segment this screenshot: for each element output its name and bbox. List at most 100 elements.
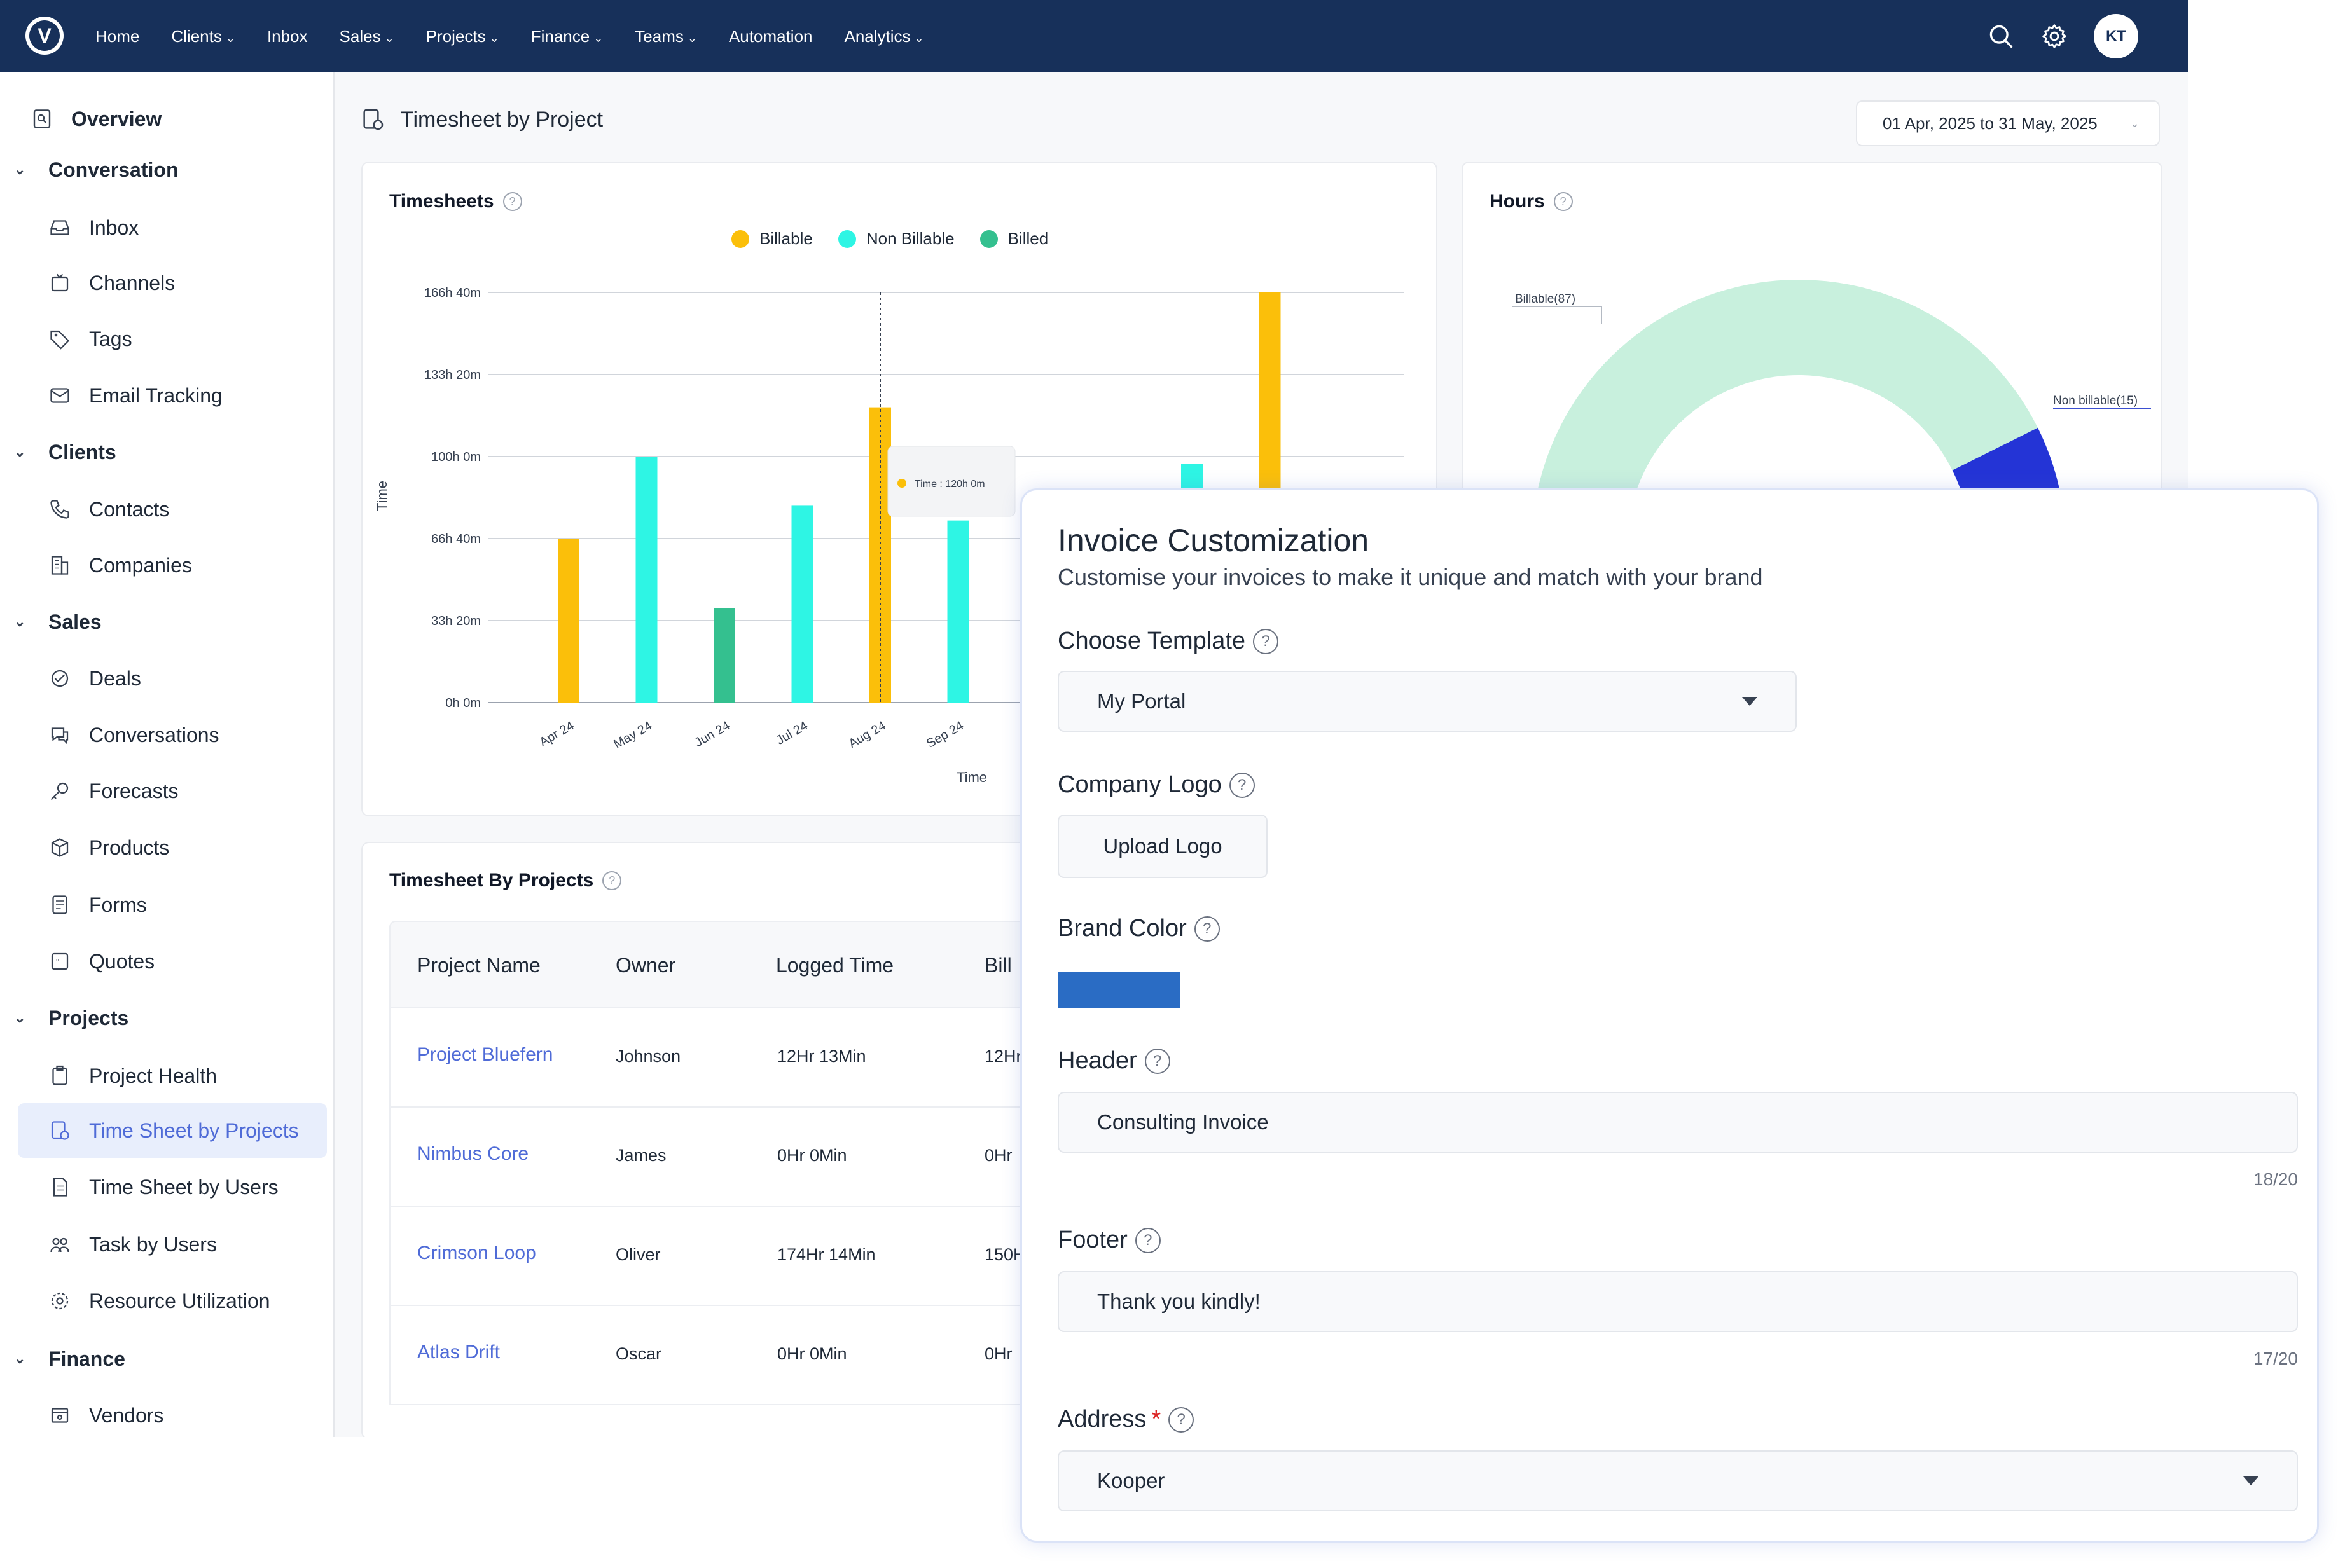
search-icon[interactable] [1987, 22, 2015, 50]
sidebar-item-project-health[interactable]: Project Health [0, 1054, 333, 1098]
chart-legend: Billable Non Billable Billed [731, 229, 1074, 249]
timesheets-title: Timesheets? [389, 191, 522, 212]
nav-item-finance[interactable]: Finance ⌄ [531, 27, 604, 46]
sidebar-section-projects[interactable]: ⌄ Projects [0, 996, 333, 1040]
sidebar-section-sales[interactable]: ⌄ Sales [0, 600, 333, 644]
nav-item-home[interactable]: Home [95, 27, 139, 46]
gear-icon[interactable] [2040, 22, 2068, 50]
sidebar-item-companies[interactable]: Companies [0, 543, 333, 588]
chart-tooltip: Time : 120h 0m [887, 446, 1016, 517]
sidebar-item-vendors[interactable]: Vendors [0, 1393, 333, 1437]
sidebar-item-time-sheet-by-projects[interactable]: Time Sheet by Projects [18, 1103, 327, 1158]
header-input[interactable]: Consulting Invoice [1058, 1092, 2298, 1153]
nav-item-analytics[interactable]: Analytics ⌄ [845, 27, 924, 46]
select-value: My Portal [1097, 689, 1186, 713]
help-icon[interactable]: ? [1553, 192, 1573, 211]
input-value: Thank you kindly! [1097, 1289, 1261, 1313]
legend-item-billable[interactable]: Billable [731, 229, 813, 249]
sidebar-item-email-tracking[interactable]: Email Tracking [0, 373, 333, 418]
sidebar-item-forecasts[interactable]: Forecasts [0, 769, 333, 813]
logged-time-cell: 174Hr 14Min [777, 1245, 876, 1264]
nav-item-sales[interactable]: Sales ⌄ [340, 27, 394, 46]
nav-item-clients[interactable]: Clients ⌄ [171, 27, 235, 46]
column-header-project-name[interactable]: Project Name [417, 954, 541, 977]
column-header-billed[interactable]: Bill [985, 954, 1012, 977]
sidebar-section-conversation[interactable]: ⌄ Conversation [0, 148, 333, 192]
date-range-picker[interactable]: 01 Apr, 2025 to 31 May, 2025 ⌄ [1856, 100, 2160, 146]
table-header: Project Name Owner Logged Time Bill [389, 921, 1091, 1008]
panel-subtitle: Customise your invoices to make it uniqu… [1058, 564, 1763, 590]
sidebar-item-contacts[interactable]: Contacts [0, 487, 333, 532]
table-row[interactable]: Project Bluefern Johnson 12Hr 13Min 12Hr [389, 1007, 1090, 1108]
nav-label: Clients [171, 26, 222, 46]
sidebar-item-deals[interactable]: Deals [0, 656, 333, 701]
sidebar-item-resource-utilization[interactable]: Resource Utilization [0, 1279, 333, 1323]
nav-item-teams[interactable]: Teams ⌄ [635, 27, 697, 46]
help-icon[interactable]: ? [602, 871, 622, 890]
billed-cell: 150H [985, 1245, 1026, 1264]
nav-label: Sales [339, 26, 381, 46]
owner-cell: Oliver [616, 1245, 661, 1264]
project-link[interactable]: Atlas Drift [417, 1342, 501, 1363]
nav-item-automation[interactable]: Automation [729, 27, 813, 46]
sidebar-section-finance[interactable]: ⌄ Finance [0, 1337, 333, 1381]
help-icon[interactable]: ? [1135, 1227, 1161, 1253]
help-icon[interactable]: ? [1144, 1048, 1170, 1074]
nav-item-projects[interactable]: Projects ⌄ [426, 27, 499, 46]
brand-logo[interactable]: V [25, 17, 64, 55]
sidebar-section-label: Sales [48, 610, 102, 633]
chevron-down-icon: ⌄ [14, 614, 26, 629]
upload-logo-button[interactable]: Upload Logo [1058, 815, 1268, 878]
help-icon[interactable]: ? [1253, 628, 1279, 654]
box-icon [51, 838, 69, 857]
sidebar-item-channels[interactable]: Channels [0, 261, 333, 305]
nav-item-inbox[interactable]: Inbox [267, 27, 308, 46]
legend-label: Billable [759, 229, 813, 248]
table-row[interactable]: Nimbus Core James 0Hr 0Min 0Hr [389, 1106, 1090, 1207]
sidebar-item-quotes[interactable]: " Quotes [0, 939, 333, 984]
footer-input[interactable]: Thank you kindly! [1058, 1271, 2298, 1332]
slice-label-non-billable: Non billable(15) [2053, 394, 2138, 408]
legend-item-billed[interactable]: Billed [979, 229, 1048, 249]
help-icon[interactable]: ? [1168, 1406, 1194, 1433]
column-header-logged-time[interactable]: Logged Time [776, 954, 894, 977]
svg-text:": " [56, 957, 59, 968]
sidebar-item-overview[interactable]: Overview [0, 97, 364, 141]
chevron-down-icon: ⌄ [14, 1010, 26, 1026]
table-row[interactable]: Atlas Drift Oscar 0Hr 0Min 0Hr [389, 1305, 1090, 1405]
help-icon[interactable]: ? [502, 192, 522, 211]
card-title-text: Hours [1490, 191, 1545, 212]
sidebar-item-time-sheet-by-users[interactable]: Time Sheet by Users [0, 1165, 333, 1209]
sidebar-item-inbox[interactable]: Inbox [0, 205, 333, 250]
sidebar-item-conversations[interactable]: Conversations [0, 713, 333, 757]
sidebar-label: Channels [89, 271, 176, 294]
sidebar-item-tags[interactable]: Tags [0, 317, 333, 361]
column-header-owner[interactable]: Owner [616, 954, 676, 977]
brand-color-swatch[interactable] [1058, 972, 1180, 1008]
input-value: Consulting Invoice [1097, 1110, 1269, 1134]
logged-time-cell: 0Hr 0Min [777, 1146, 847, 1165]
project-link[interactable]: Nimbus Core [417, 1143, 529, 1164]
project-link[interactable]: Project Bluefern [417, 1044, 553, 1065]
sidebar-section-clients[interactable]: ⌄ Clients [0, 430, 333, 474]
table-row[interactable]: Crimson Loop Oliver 174Hr 14Min 150H [389, 1206, 1090, 1306]
template-select[interactable]: My Portal [1058, 671, 1797, 732]
y-tick-label: 133h 20m [424, 368, 481, 382]
address-select[interactable]: Kooper [1058, 1450, 2298, 1511]
sidebar-item-products[interactable]: Products [0, 825, 333, 870]
sidebar-label: Forms [89, 893, 147, 916]
sidebar-label: Overview [71, 107, 162, 130]
y-tick-label: 33h 20m [431, 614, 481, 628]
help-icon[interactable]: ? [1194, 916, 1220, 942]
legend-item-non-billable[interactable]: Non Billable [838, 229, 955, 249]
sidebar-item-task-by-users[interactable]: Task by Users [0, 1222, 333, 1267]
brand-letter: V [29, 20, 60, 51]
sidebar-label: Contacts [89, 497, 170, 521]
help-icon[interactable]: ? [1229, 772, 1255, 798]
timesheet-icon [363, 109, 384, 130]
project-link[interactable]: Crimson Loop [417, 1242, 536, 1263]
avatar[interactable]: KT [2094, 14, 2138, 58]
sidebar-item-forms[interactable]: Forms [0, 883, 333, 927]
footer-label: Footer? [1058, 1227, 1161, 1254]
owner-cell: Johnson [616, 1047, 681, 1066]
